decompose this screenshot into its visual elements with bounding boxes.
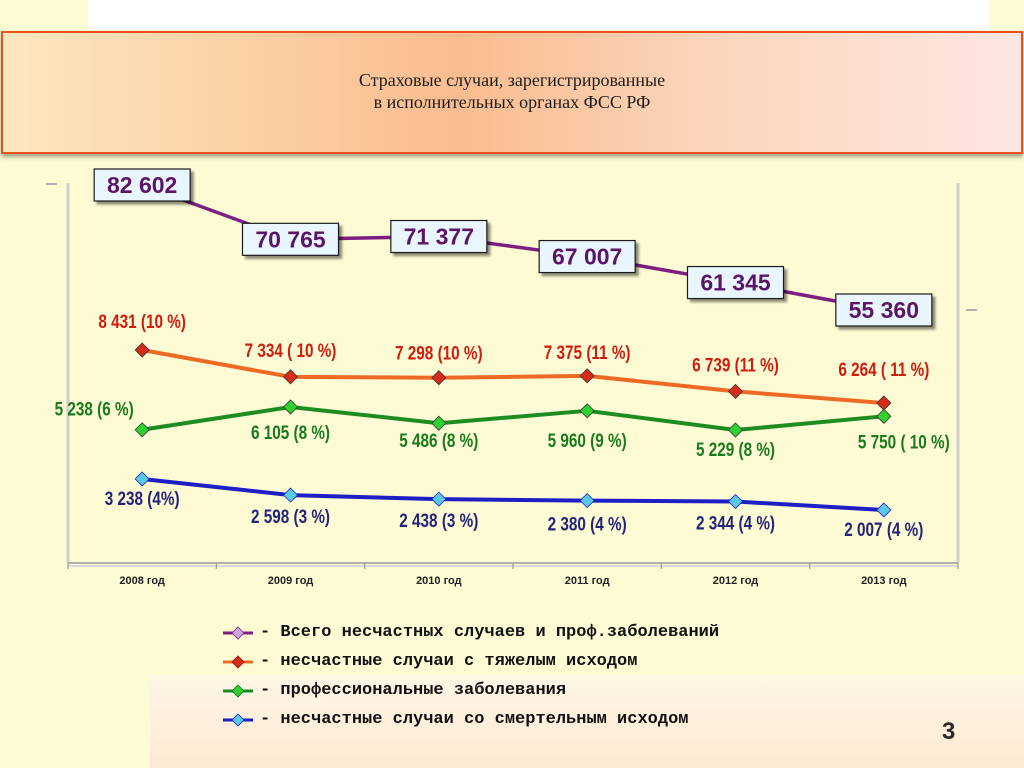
- slide-title: Страховые случаи, зарегистрированные в и…: [3, 69, 1021, 113]
- series-marker: [282, 399, 299, 415]
- legend-item-total: - Всего несчастных случаев и проф.заболе…: [222, 618, 922, 647]
- series-marker: [876, 408, 892, 424]
- total-value-text: 55 360: [849, 297, 919, 323]
- page-number: 3: [942, 718, 956, 745]
- series-value-label: 6 739 (11 %): [692, 354, 779, 376]
- total-value-label: 55 360: [835, 293, 933, 327]
- legend-marker-fatal: [223, 712, 253, 727]
- total-value-label: 61 345: [686, 265, 785, 300]
- series-marker: [134, 422, 150, 438]
- legend-item-occupational: - профессиональные заболевания: [222, 676, 922, 705]
- series-marker: [727, 383, 744, 399]
- top-strip: [88, 0, 990, 30]
- series-value-label: 2 380 (4 %): [548, 513, 627, 535]
- total-value-text: 61 345: [700, 270, 771, 296]
- total-value-label: 67 007: [538, 239, 636, 274]
- series-marker: [431, 491, 447, 507]
- legend-label-occupational: - профессиональные заболевания: [260, 681, 567, 700]
- series-marker: [282, 369, 299, 385]
- series-line: [141, 348, 884, 405]
- legend-label-severe: - несчастные случаи с тяжелым исходом: [260, 652, 638, 671]
- x-tick-label: 2013 год: [861, 575, 907, 587]
- title-line-2: в исполнительных органах ФСС РФ: [373, 92, 651, 112]
- series-value-label: 7 334 ( 10 %): [245, 339, 337, 361]
- x-tick-label: 2010 год: [416, 575, 462, 587]
- series-marker: [134, 471, 150, 487]
- series-line: [141, 405, 885, 432]
- legend-label-fatal: - несчастные случаи со смертельным исход…: [260, 710, 689, 729]
- bottom-panel: [150, 675, 1024, 768]
- total-value-box: [93, 168, 191, 202]
- legend-marker-occupational: [223, 683, 253, 698]
- series-marker: [727, 493, 744, 510]
- title-banner: Страховые случаи, зарегистрированные в и…: [1, 31, 1023, 154]
- series-value-label: 2 007 (4 %): [844, 518, 923, 540]
- total-value-text: 70 765: [255, 226, 326, 252]
- series-value-label: 5 238 (6 %): [55, 398, 134, 420]
- series-value-label: 7 298 (10 %): [395, 342, 483, 364]
- total-value-label: 82 602: [93, 168, 191, 202]
- x-tick-label: 2011 год: [565, 575, 610, 587]
- total-value-box: [241, 222, 340, 256]
- series-marker: [431, 415, 447, 431]
- legend-marker-total: [223, 625, 253, 640]
- series-value-label: 6 264 ( 11 %): [838, 358, 929, 380]
- chart-legend: - Всего несчастных случаев и проф.заболе…: [222, 618, 922, 734]
- legend-item-severe: - несчастные случаи с тяжелым исходом: [222, 647, 922, 676]
- total-value-box: [538, 239, 636, 274]
- series-value-label: 2 598 (3 %): [251, 505, 330, 527]
- series-marker: [134, 342, 150, 358]
- total-value-text: 67 007: [552, 244, 622, 270]
- series-value-label: 2 344 (4 %): [696, 512, 775, 534]
- total-value-text: 71 377: [404, 224, 474, 250]
- total-value-label: 71 377: [390, 219, 488, 254]
- series-marker: [431, 370, 447, 386]
- series-line: [141, 477, 884, 512]
- series-value-label: 6 105 (8 %): [251, 421, 330, 443]
- series-marker: [282, 487, 299, 503]
- total-value-box: [686, 265, 785, 300]
- x-tick-label: 2008 год: [119, 575, 165, 587]
- series-value-label: 8 431 (10 %): [98, 310, 186, 332]
- chart-data-labels: 82 602 70 765 71 377 67 007 61 345 55 360 8 43…: [55, 168, 950, 540]
- series-value-label: 5 750 ( 10 %): [858, 431, 950, 453]
- series-marker: [727, 422, 744, 438]
- total-value-label: 70 765: [241, 222, 340, 256]
- series-marker: [579, 493, 595, 509]
- legend-label-total: - Всего несчастных случаев и проф.заболе…: [260, 623, 720, 642]
- series-value-label: 5 229 (8 %): [696, 438, 775, 460]
- legend-marker-severe: [223, 654, 253, 669]
- title-line-1: Страховые случаи, зарегистрированные: [358, 70, 666, 90]
- series-value-label: 5 960 (9 %): [548, 429, 627, 451]
- series-marker: [876, 395, 892, 411]
- chart-axes: 2008 год 2009 год 2010 год 2011 год 2012 год…: [46, 183, 977, 587]
- total-value-box: [835, 293, 933, 327]
- series-value-label: 7 375 (11 %): [544, 341, 631, 363]
- x-tick-label: 2009 год: [268, 575, 314, 587]
- total-value-box: [390, 219, 488, 254]
- series-value-label: 3 238 (4%): [105, 487, 180, 509]
- series-marker: [876, 502, 892, 518]
- series-value-label: 5 486 (8 %): [399, 430, 478, 452]
- legend-item-fatal: - несчастные случаи со смертельным исход…: [222, 705, 922, 734]
- total-value-text: 82 602: [107, 172, 177, 198]
- series-marker: [579, 403, 595, 419]
- series-marker: [579, 368, 595, 384]
- x-tick-label: 2012 год: [713, 575, 759, 587]
- series-value-label: 2 438 (3 %): [399, 510, 478, 532]
